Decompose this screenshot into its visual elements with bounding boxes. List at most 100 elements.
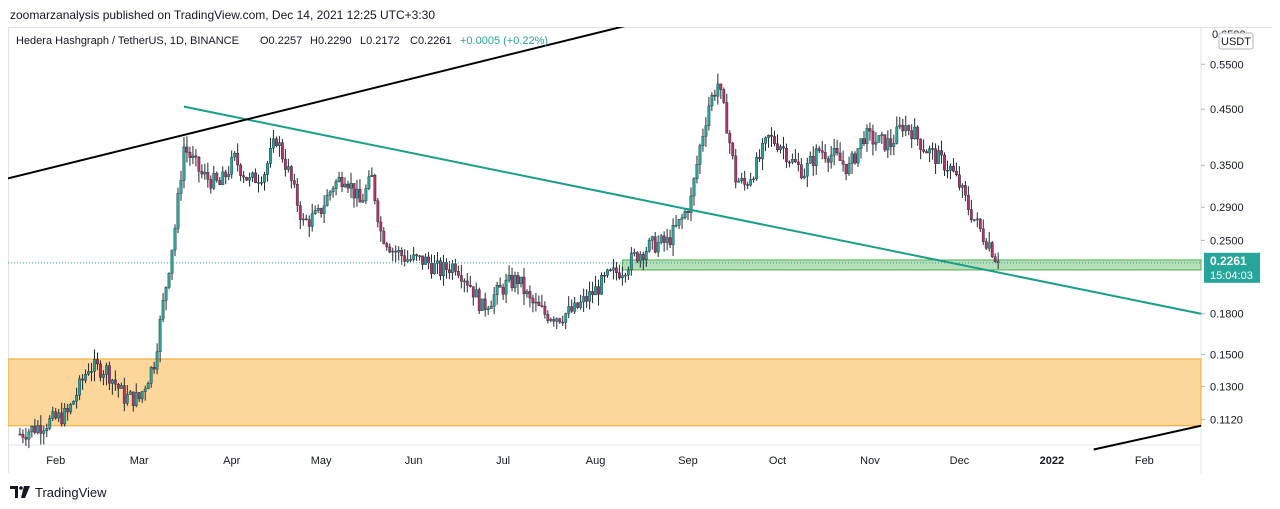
candle-up <box>412 254 416 260</box>
time-axis[interactable]: Feb Mar Apr May Jun Jul Aug Sep Oct Nov Dec 2022 Feb <box>46 455 1154 467</box>
candle-up <box>898 124 902 128</box>
currency-label[interactable]: USDT <box>1221 36 1251 48</box>
candle-down <box>54 411 58 419</box>
candle-up <box>119 385 123 389</box>
candle-up <box>164 287 168 301</box>
candle-up <box>90 371 93 373</box>
candle-down <box>963 185 967 196</box>
candle-up <box>63 408 67 425</box>
candle-down <box>552 319 556 322</box>
candle-down <box>468 285 472 287</box>
candle-down <box>615 267 618 273</box>
candle-down <box>522 276 526 295</box>
demand-zone <box>7 358 1202 427</box>
candle-up <box>272 138 275 149</box>
candle-down <box>773 136 776 144</box>
candle-down <box>340 177 344 187</box>
candle-down <box>543 306 547 315</box>
candle-up <box>343 183 347 187</box>
candle-down <box>969 209 973 221</box>
candle-up <box>140 391 144 400</box>
candle-up <box>880 134 884 136</box>
candle-up <box>761 142 764 160</box>
candle-up <box>146 383 150 390</box>
candle-up <box>233 152 237 158</box>
candle-down <box>471 286 475 298</box>
candle-down <box>653 236 657 253</box>
time-tick-label: May <box>311 455 332 467</box>
candle-up <box>892 143 896 147</box>
candle-up <box>606 269 609 276</box>
candle-down <box>635 252 639 262</box>
candle-up <box>913 126 917 140</box>
candle-up <box>361 200 365 203</box>
candle-up <box>260 182 263 184</box>
candle-down <box>185 146 189 153</box>
currency-badge[interactable] <box>1218 32 1254 50</box>
price-axis[interactable]: 0.5500 0.4500 0.3500 0.2900 0.2500 0.1800 0.15… <box>1201 59 1244 427</box>
candle-down <box>116 383 120 389</box>
candle-up <box>316 208 320 211</box>
candle-up <box>752 178 756 181</box>
candle-down <box>352 183 356 199</box>
candle-down <box>292 180 296 185</box>
candlestick-chart[interactable]: 0.5500 0.4500 0.3500 0.2900 0.2500 0.1800 0.15… <box>7 9 1272 473</box>
candle-down <box>242 175 246 178</box>
chart-frame[interactable]: 0.5500 0.4500 0.3500 0.2900 0.2500 0.1800 0.15… <box>7 9 1272 473</box>
candle-down <box>39 425 43 434</box>
candle-up <box>704 125 708 137</box>
candle-down <box>731 142 735 157</box>
candle-down <box>298 205 302 220</box>
candle-up <box>337 177 341 182</box>
candle-up <box>674 224 678 227</box>
price-tick-label: 0.1800 <box>1210 309 1244 321</box>
bar-countdown: 15:04:03 <box>1210 270 1253 282</box>
legend-low: L0.2172 <box>360 35 400 47</box>
legend-open: O0.2257 <box>260 35 302 47</box>
candle-up <box>310 213 314 227</box>
candle-up <box>489 306 493 309</box>
candle-up <box>647 239 651 252</box>
candle-up <box>263 174 266 183</box>
candle-down <box>782 146 785 149</box>
candle-up <box>364 188 368 201</box>
candle-up <box>638 253 642 262</box>
candle-up <box>874 142 878 145</box>
candle-down <box>295 184 299 206</box>
price-tick-label: 0.1300 <box>1210 381 1244 393</box>
candle-down <box>603 275 606 277</box>
time-tick-label: Nov <box>860 455 880 467</box>
candle-up <box>322 205 326 214</box>
candle-up <box>334 181 338 189</box>
candle-up <box>859 138 863 149</box>
candle-down <box>585 296 589 302</box>
tradingview-brand: TradingView <box>35 484 107 500</box>
candle-up <box>895 126 899 144</box>
candle-down <box>901 124 905 132</box>
candle-down <box>236 152 240 166</box>
price-tick-label: 0.2900 <box>1210 202 1244 214</box>
candle-up <box>764 137 767 144</box>
candle-up <box>850 153 854 164</box>
candle-down <box>734 155 738 183</box>
candle-down <box>984 241 988 249</box>
candle-up <box>961 185 964 188</box>
candle-up <box>814 148 818 167</box>
candle-up <box>301 218 305 221</box>
candle-up <box>629 252 633 271</box>
candle-up <box>313 210 317 215</box>
candle-down <box>275 138 278 146</box>
candle-up <box>433 263 436 274</box>
candle-down <box>597 286 600 295</box>
candle-down <box>501 287 505 295</box>
candle-up <box>710 94 714 107</box>
candle-down <box>841 160 845 165</box>
candle-down <box>510 274 514 289</box>
candle-down <box>826 158 830 163</box>
trendlines-layer <box>7 9 1202 451</box>
candle-up <box>749 179 753 186</box>
candle-up <box>495 284 499 295</box>
candle-up <box>266 163 269 175</box>
candle-down <box>934 148 937 164</box>
candle-up <box>683 211 687 218</box>
